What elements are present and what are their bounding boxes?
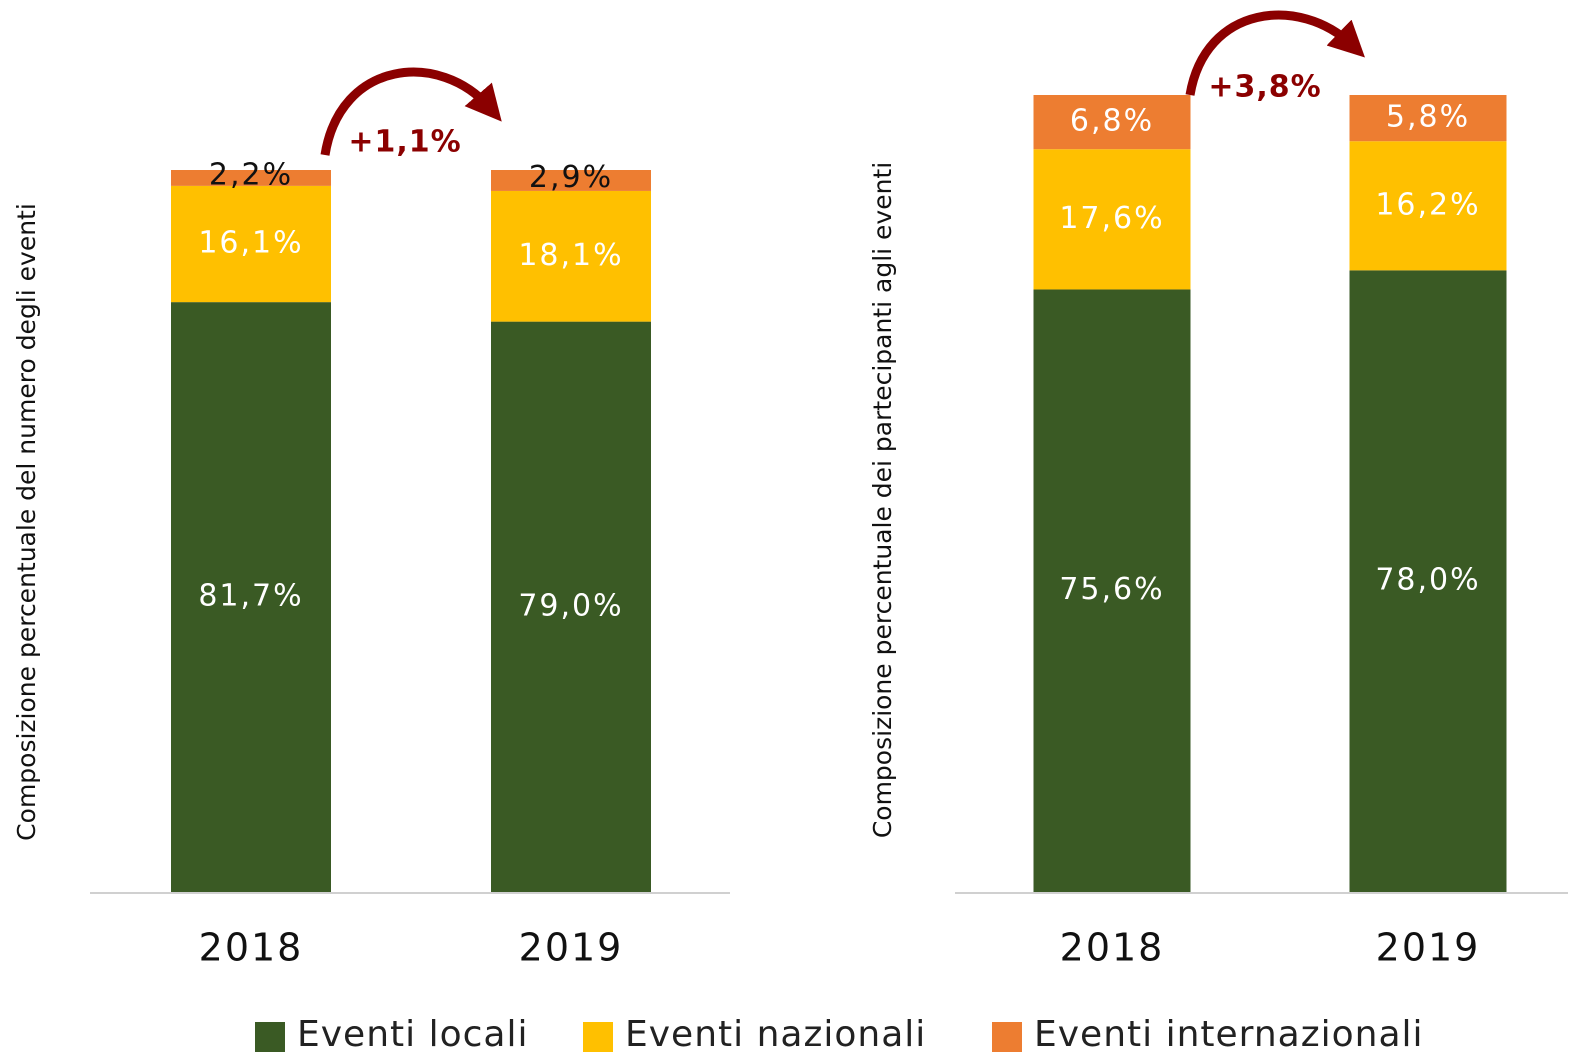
bar-segment <box>1349 270 1507 893</box>
data-label: 75,6% <box>1059 572 1164 607</box>
bar-segment <box>171 185 331 303</box>
data-label: 78,0% <box>1375 563 1480 598</box>
bar-segment <box>491 190 651 322</box>
x-tick-label: 2018 <box>1060 926 1165 970</box>
bar-segment <box>1033 149 1191 290</box>
bar-segment <box>1349 95 1507 142</box>
legend-swatch <box>992 1022 1022 1052</box>
annotation: +3,8% <box>1208 70 1321 105</box>
legend-label: Eventi locali <box>297 1014 528 1055</box>
data-label: 6,8% <box>1070 104 1154 139</box>
bar-segment <box>491 321 651 892</box>
data-label: 5,8% <box>1386 100 1470 135</box>
data-label: 79,0% <box>518 588 623 623</box>
data-label: 16,1% <box>198 226 303 261</box>
data-label: 18,1% <box>518 238 623 273</box>
legend-swatch <box>255 1022 285 1052</box>
x-tick-label: 2019 <box>1376 926 1481 970</box>
data-label: 81,7% <box>198 579 303 614</box>
bar-segment <box>171 302 331 893</box>
x-tick-label: 2018 <box>199 926 304 970</box>
bar-segment <box>491 170 651 191</box>
bar-segment <box>1033 289 1191 892</box>
bar-segment <box>171 170 331 186</box>
data-label: 2,9% <box>529 160 613 195</box>
y-axis-label: Composizione percentuale del numero degl… <box>12 203 41 841</box>
legend-swatch <box>583 1022 613 1052</box>
x-tick-label: 2019 <box>519 926 624 970</box>
annotation: +1,1% <box>348 125 461 160</box>
data-label: 2,2% <box>209 157 293 192</box>
legend-label: Eventi nazionali <box>625 1014 926 1055</box>
bar-segment <box>1033 95 1191 150</box>
data-label: 16,2% <box>1375 187 1480 222</box>
data-label: 17,6% <box>1059 201 1164 236</box>
arrow <box>320 67 502 156</box>
bar-segment <box>1349 141 1507 271</box>
y-axis-label: Composizione percentuale dei partecipant… <box>868 162 897 838</box>
arrow <box>1185 10 1365 96</box>
legend-label: Eventi internazionali <box>1034 1014 1424 1055</box>
